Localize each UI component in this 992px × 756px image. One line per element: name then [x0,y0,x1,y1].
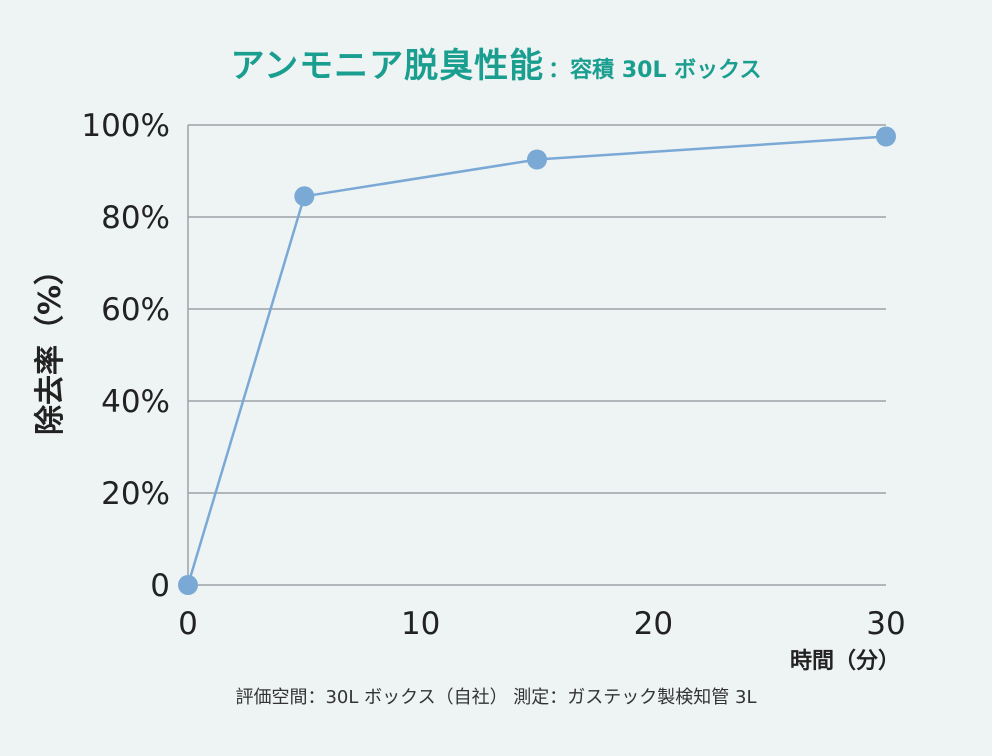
y-tick-label: 100% [81,108,170,144]
x-tick-label: 30 [866,606,905,642]
chart-title-main: アンモニア脱臭性能 [230,46,545,86]
measurement-note: 評価空間：30L ボックス（自社） 測定：ガステック製検知管 3L [235,687,757,708]
x-tick-label: 20 [634,606,673,642]
chart-title-sub: ：容積 30L ボックス [548,58,762,83]
series-line [186,135,887,586]
y-tick-label: 0 [150,568,170,604]
data-point [527,149,547,170]
chart-title: アンモニア脱臭性能 ：容積 30L ボックス [0,38,992,87]
y-tick-label: 80% [101,200,170,236]
y-tick-label: 20% [101,476,170,512]
x-tick-label: 10 [401,606,440,642]
data-point [876,126,896,147]
data-point [178,575,198,595]
data-point [294,186,315,207]
y-tick-label: 40% [101,384,170,420]
x-axis-label: 時間（分） [790,649,901,674]
x-tick-label: 0 [178,606,198,642]
y-tick-label: 60% [101,292,170,328]
